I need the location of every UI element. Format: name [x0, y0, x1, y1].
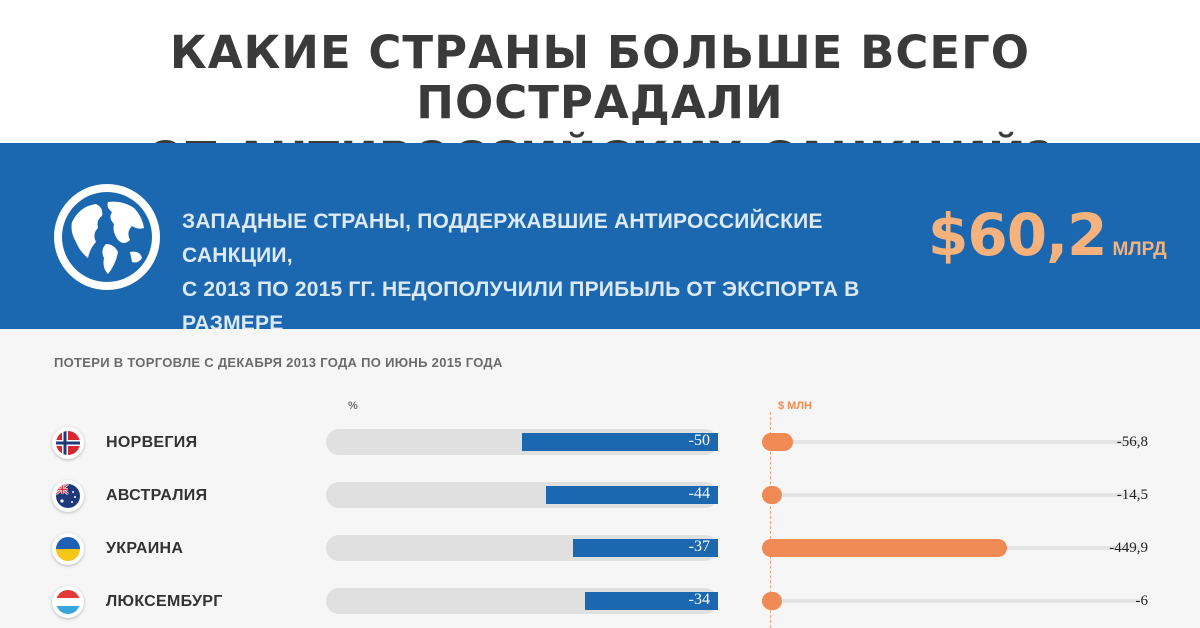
percent-value-label: -34: [688, 591, 710, 608]
chart-title: ПОТЕРИ В ТОРГОВЛЕ С ДЕКАБРЯ 2013 ГОДА ПО…: [54, 355, 503, 370]
zero-axis-line: [770, 412, 771, 628]
percent-bar: [546, 486, 718, 504]
loss-amount-value: $60,2: [928, 201, 1107, 269]
norway-flag-icon: [52, 427, 84, 459]
percent-bar: [585, 592, 718, 610]
banner-text: ЗАПАДНЫЕ СТРАНЫ, ПОДДЕРЖАВШИЕ АНТИРОССИЙ…: [182, 205, 922, 341]
chart-row: ЛЮКСЕМБУРГ -34 -6: [0, 586, 1200, 618]
million-track: [762, 493, 1140, 497]
loss-amount-unit: МЛРД: [1112, 239, 1167, 260]
country-label: НОРВЕГИЯ: [106, 434, 198, 451]
million-track: [762, 599, 1140, 603]
percent-column-header: %: [348, 400, 358, 412]
ukraine-flag-icon: [52, 533, 84, 565]
globe-icon: [54, 184, 160, 290]
luxembourg-flag-icon: [52, 586, 84, 618]
million-bar: [762, 486, 782, 504]
australia-flag-icon: [52, 480, 84, 512]
banner-line-1: ЗАПАДНЫЕ СТРАНЫ, ПОДДЕРЖАВШИЕ АНТИРОССИЙ…: [182, 210, 823, 267]
summary-banner: [0, 143, 1200, 329]
chart-row: НОРВЕГИЯ -50 -56,8: [0, 427, 1200, 459]
title-line-1: КАКИЕ СТРАНЫ БОЛЬШЕ ВСЕГО ПОСТРАДАЛИ: [169, 26, 1031, 129]
percent-value-label: -44: [688, 485, 710, 502]
loss-amount: $60,2 МЛРД: [928, 198, 1167, 272]
country-label: АВСТРАЛИЯ: [106, 487, 208, 504]
million-bar: [762, 433, 793, 451]
million-track: [762, 440, 1140, 444]
country-label: УКРАИНА: [106, 540, 184, 557]
percent-value-label: -37: [688, 538, 710, 555]
percent-value-label: -50: [688, 432, 710, 449]
chart-row: УКРАИНА -37 -449,9: [0, 533, 1200, 565]
million-bar: [762, 539, 1007, 557]
million-bar: [762, 592, 782, 610]
percent-bar: [573, 539, 718, 557]
million-value-label: -6: [1135, 593, 1149, 609]
country-label: ЛЮКСЕМБУРГ: [106, 593, 223, 610]
million-value-label: -449,9: [1109, 540, 1148, 556]
million-column-header: $ МЛН: [778, 400, 812, 412]
percent-bar: [522, 433, 718, 451]
million-value-label: -14,5: [1116, 487, 1148, 503]
chart-row: АВСТРАЛИЯ -44 -14,5: [0, 480, 1200, 512]
chart-area: [0, 329, 1200, 628]
million-value-label: -56,8: [1116, 434, 1148, 450]
